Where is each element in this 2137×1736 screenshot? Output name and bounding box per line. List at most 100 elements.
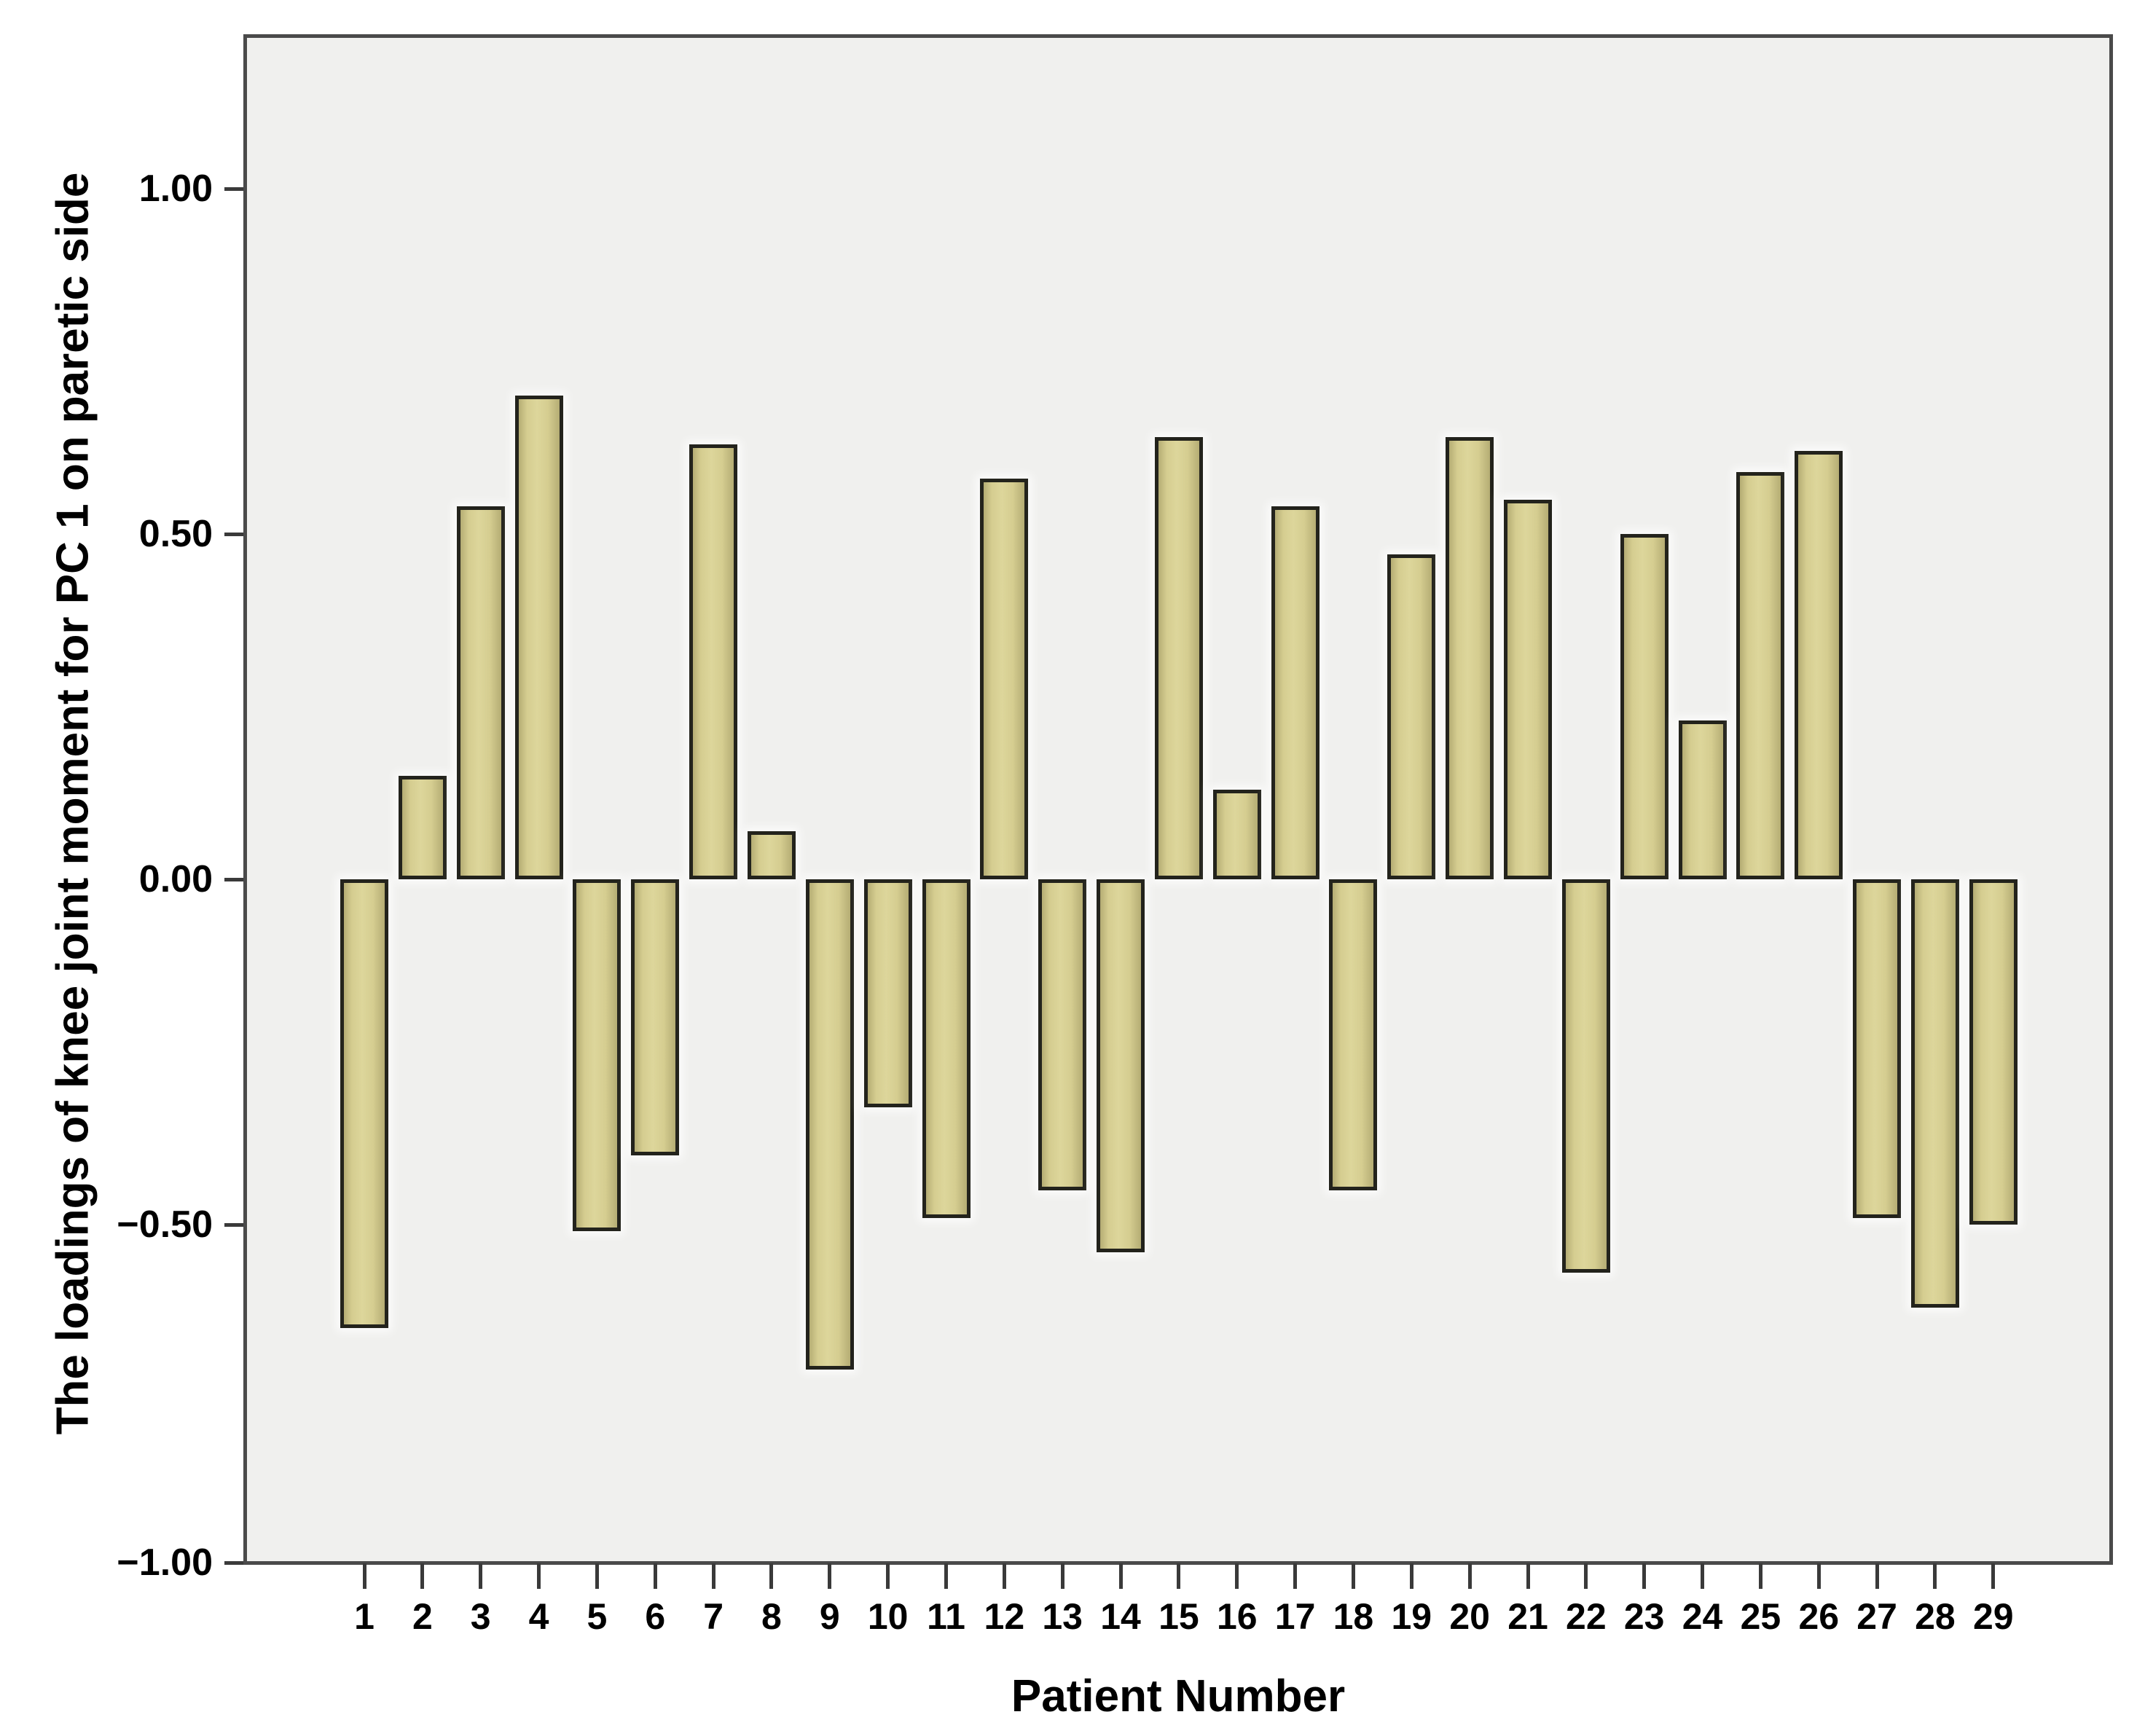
x-tick-label: 7 (703, 1596, 724, 1637)
x-tick-label: 20 (1449, 1596, 1490, 1637)
x-tick-label: 3 (470, 1596, 491, 1637)
bar-patient-1 (340, 879, 388, 1329)
x-tick-mark (1177, 1563, 1181, 1589)
x-tick-mark (1002, 1563, 1006, 1589)
x-tick-label: 8 (761, 1596, 782, 1637)
x-tick-mark (769, 1563, 774, 1589)
x-tick-mark (1642, 1563, 1647, 1589)
bar-patient-7 (689, 444, 738, 879)
x-tick-mark (1467, 1563, 1472, 1589)
x-tick-mark (1409, 1563, 1413, 1589)
x-tick-label: 28 (1915, 1596, 1956, 1637)
x-tick-mark (1118, 1563, 1123, 1589)
bar-patient-27 (1853, 879, 1902, 1218)
x-tick-label: 17 (1274, 1596, 1316, 1637)
bar-patient-24 (1678, 720, 1727, 879)
y-tick-label: 0.00 (138, 858, 213, 900)
bar-patient-21 (1504, 499, 1552, 879)
x-tick-mark (362, 1563, 366, 1589)
bar-patient-16 (1212, 789, 1261, 879)
x-tick-label: 26 (1798, 1596, 1840, 1637)
bar-patient-2 (398, 775, 447, 879)
x-tick-label: 12 (984, 1596, 1025, 1637)
bar-patient-15 (1154, 437, 1203, 879)
y-axis-title: The loadings of knee joint moment for PC… (47, 172, 98, 1435)
x-tick-mark (595, 1563, 599, 1589)
x-tick-label: 18 (1333, 1596, 1374, 1637)
bar-patient-10 (863, 879, 912, 1107)
x-tick-mark (1293, 1563, 1298, 1589)
bar-patient-6 (631, 879, 680, 1156)
y-tick-label: 1.00 (138, 168, 213, 210)
x-tick-label: 29 (1972, 1596, 2014, 1637)
y-tick-label: −0.50 (117, 1203, 213, 1246)
x-tick-label: 22 (1566, 1596, 1607, 1637)
x-tick-mark (886, 1563, 890, 1589)
bar-patient-11 (922, 879, 971, 1218)
bar-patient-22 (1561, 879, 1610, 1273)
x-tick-mark (1991, 1563, 1996, 1589)
x-tick-mark (537, 1563, 541, 1589)
x-tick-label: 11 (927, 1596, 965, 1637)
bar-patient-18 (1329, 879, 1378, 1190)
bar-patient-13 (1038, 879, 1087, 1190)
x-tick-label: 9 (819, 1596, 840, 1637)
bar-patient-14 (1097, 879, 1145, 1252)
y-tick-label: −1.00 (117, 1541, 213, 1584)
x-tick-label: 10 (867, 1596, 909, 1637)
x-tick-label: 13 (1042, 1596, 1083, 1637)
x-axis-title: Patient Number (1011, 1671, 1346, 1721)
x-tick-label: 14 (1100, 1596, 1141, 1637)
bar-patient-19 (1387, 554, 1436, 879)
x-tick-mark (1701, 1563, 1705, 1589)
x-tick-label: 15 (1158, 1596, 1199, 1637)
y-tick-mark (224, 533, 243, 536)
x-tick-mark (1584, 1563, 1588, 1589)
y-tick-mark (224, 878, 243, 881)
y-tick-mark (224, 1223, 243, 1227)
bar-patient-17 (1271, 506, 1320, 879)
x-tick-mark (1235, 1563, 1239, 1589)
x-tick-label: 1 (354, 1596, 375, 1637)
x-tick-mark (479, 1563, 483, 1589)
bar-patient-28 (1910, 879, 1959, 1308)
bar-patient-25 (1736, 471, 1785, 879)
bar-patient-23 (1620, 534, 1669, 879)
bar-patient-4 (514, 396, 563, 879)
bar-patient-5 (573, 879, 622, 1232)
bar-patient-26 (1795, 451, 1843, 879)
bar-patient-9 (805, 879, 854, 1370)
bar-patient-20 (1446, 437, 1494, 879)
x-tick-label: 2 (412, 1596, 433, 1637)
x-tick-mark (711, 1563, 715, 1589)
x-tick-label: 23 (1623, 1596, 1665, 1637)
x-tick-label: 5 (587, 1596, 608, 1637)
x-tick-label: 21 (1507, 1596, 1548, 1637)
x-tick-mark (1060, 1563, 1064, 1589)
y-tick-mark (224, 187, 243, 191)
x-tick-label: 27 (1856, 1596, 1897, 1637)
x-tick-label: 19 (1391, 1596, 1432, 1637)
x-tick-label: 24 (1682, 1596, 1723, 1637)
bar-patient-29 (1969, 879, 2018, 1225)
x-tick-mark (828, 1563, 832, 1589)
x-tick-mark (1875, 1563, 1879, 1589)
x-tick-mark (944, 1563, 948, 1589)
x-tick-mark (420, 1563, 425, 1589)
bar-patient-8 (747, 830, 796, 879)
x-tick-label: 16 (1216, 1596, 1258, 1637)
x-tick-label: 25 (1740, 1596, 1781, 1637)
bar-patient-12 (980, 479, 1029, 879)
bar-patient-3 (456, 506, 505, 879)
x-tick-label: 4 (528, 1596, 549, 1637)
x-tick-mark (1758, 1563, 1762, 1589)
x-tick-mark (1351, 1563, 1355, 1589)
y-tick-label: 0.50 (138, 513, 213, 555)
x-tick-mark (1933, 1563, 1937, 1589)
x-tick-label: 6 (645, 1596, 666, 1637)
x-tick-mark (653, 1563, 657, 1589)
x-tick-mark (1526, 1563, 1530, 1589)
x-tick-mark (1816, 1563, 1821, 1589)
y-tick-mark (224, 1561, 243, 1565)
